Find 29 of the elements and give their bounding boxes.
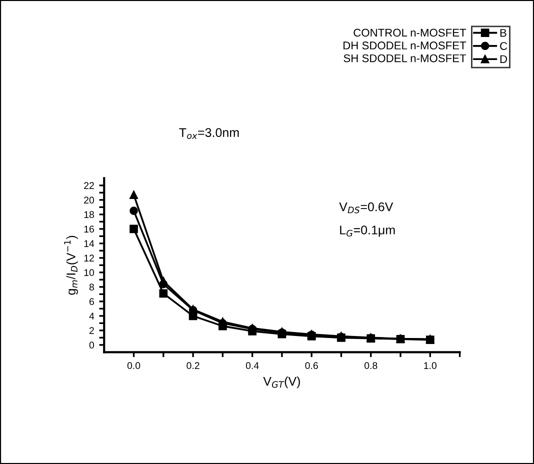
- y-tick-label: 18: [84, 211, 94, 218]
- x-tick-label: 0.6: [305, 362, 318, 370]
- x-tick-label: 0.2: [186, 362, 200, 370]
- text: T$_{ox}$=3.0nm: [179, 128, 239, 140]
- y-tick-label: 10: [84, 269, 94, 276]
- annotation: L$_{G}$=0.1μm: [340, 226, 395, 237]
- y-tick-label: 4: [89, 312, 94, 320]
- y-tick-label: 6: [89, 298, 94, 306]
- annotation: V$_{DS}$=0.6V: [339, 202, 394, 214]
- text: SH SDODEL n-MOSFET: [344, 54, 466, 62]
- y-tick-label: 16: [84, 226, 94, 233]
- text: DH SDODEL n-MOSFET: [344, 42, 466, 50]
- y-tick-label: 20: [84, 196, 94, 204]
- x-tick-label: 0.0: [127, 362, 140, 370]
- legend-label: B: [500, 29, 506, 37]
- y-tick-label: 2: [89, 327, 94, 334]
- x-tick-label: 0.8: [364, 362, 378, 370]
- y-axis-title: g$_{m}$/I$_{D}$(V$^{−1}$): [64, 236, 78, 295]
- text: CONTROL n-MOSFET: [354, 28, 466, 37]
- y-tick-label: 8: [89, 284, 94, 291]
- y-tick-label: 0: [89, 342, 94, 349]
- x-tick-label: 0.4: [246, 362, 259, 370]
- legend-label: D: [500, 55, 507, 63]
- legend-label: C: [500, 42, 508, 50]
- y-tick-label: 14: [84, 240, 94, 247]
- y-tick-label: 22: [84, 182, 94, 189]
- x-tick-label: 1.0: [424, 362, 437, 370]
- y-tick-label: 12: [84, 254, 94, 262]
- x-axis-title: V$_{GT}$(V): [263, 376, 300, 388]
